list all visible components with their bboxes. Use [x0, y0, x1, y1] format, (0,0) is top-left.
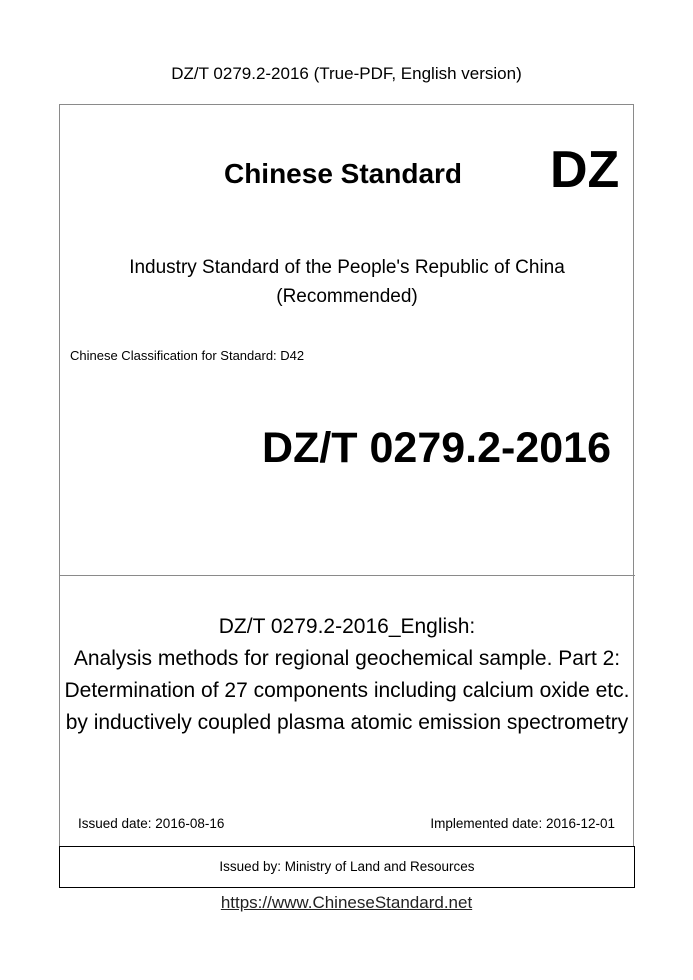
industry-line: Industry Standard of the People's Republ…: [129, 257, 565, 278]
title-line: Determination of 27 components including…: [64, 679, 630, 702]
industry-line: (Recommended): [276, 286, 418, 307]
page-header: DZ/T 0279.2-2016 (True-PDF, English vers…: [171, 64, 522, 83]
standard-number: DZ/T 0279.2-2016: [262, 424, 611, 472]
title-line: by inductively coupled plasma atomic emi…: [65, 711, 629, 734]
standard-code: DZ: [550, 141, 620, 199]
issued-by: Issued by: Ministry of Land and Resource…: [59, 846, 635, 888]
implemented-date: Implemented date: 2016-12-01: [430, 816, 615, 831]
classification: Chinese Classification for Standard: D42: [70, 348, 305, 363]
title-line: Analysis methods for regional geochemica…: [73, 647, 621, 670]
issued-date: Issued date: 2016-08-16: [78, 816, 225, 831]
cover-title: Chinese Standard: [223, 158, 463, 189]
cover-box: [59, 104, 634, 846]
title-line: DZ/T 0279.2-2016_English:: [218, 615, 476, 638]
divider: [59, 575, 635, 576]
website-link[interactable]: https://www.ChineseStandard.net: [220, 893, 473, 912]
